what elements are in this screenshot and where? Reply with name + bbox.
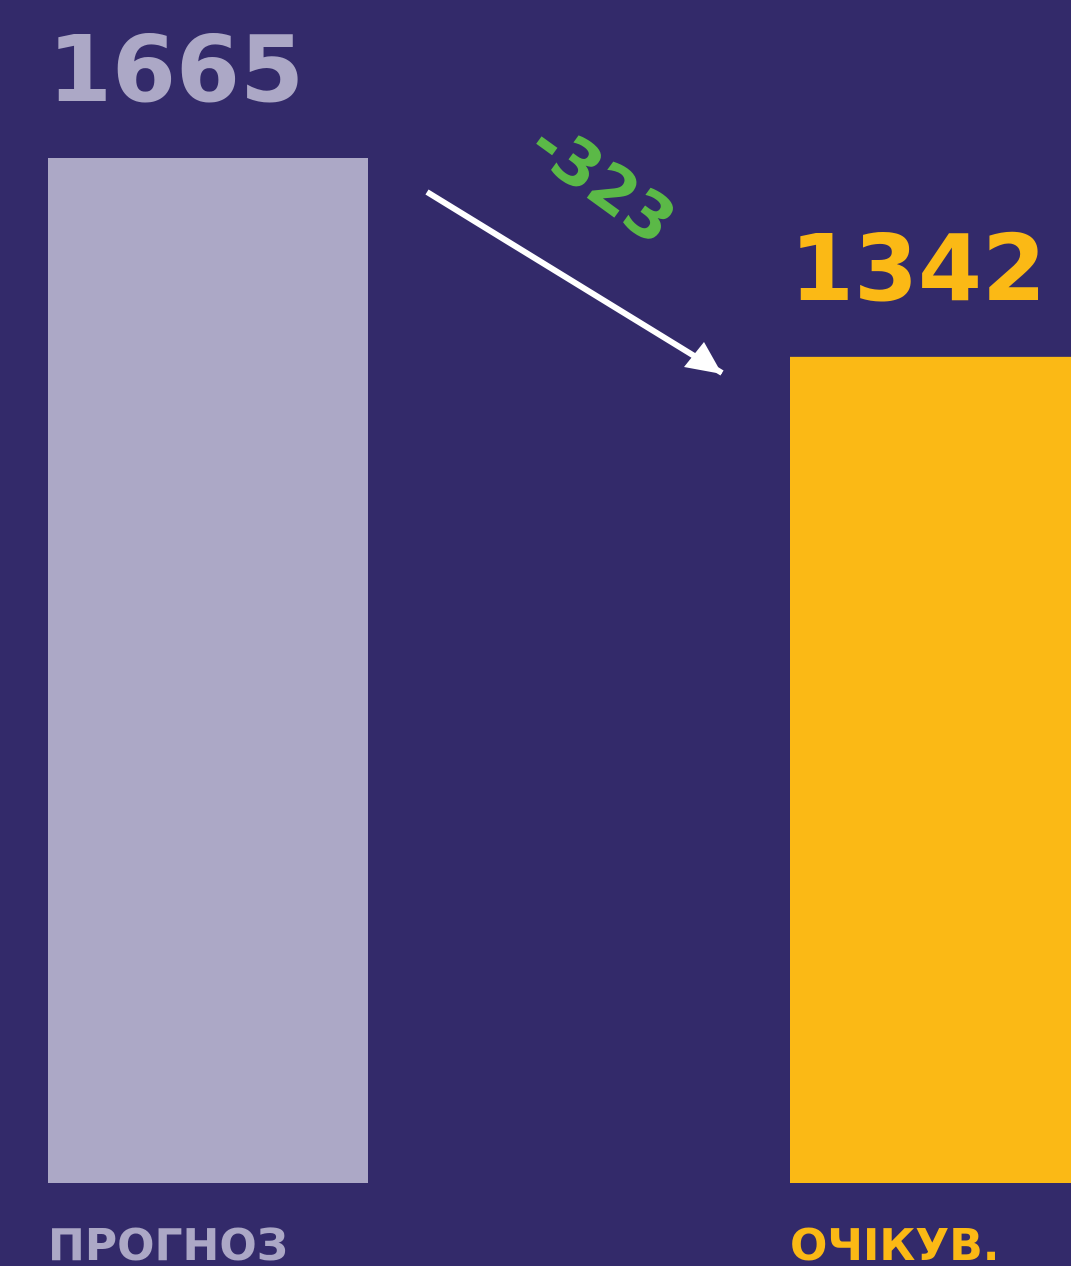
category-label: ОЧІКУВ. (790, 1220, 999, 1266)
value-label: 1665 (48, 16, 304, 123)
value-label: 1342 (790, 215, 1046, 322)
bar (790, 356, 1071, 1183)
bar (48, 158, 368, 1183)
arrow (425, 189, 724, 376)
arrow-head (684, 342, 722, 374)
category-label: ПРОГНОЗ (48, 1220, 288, 1266)
